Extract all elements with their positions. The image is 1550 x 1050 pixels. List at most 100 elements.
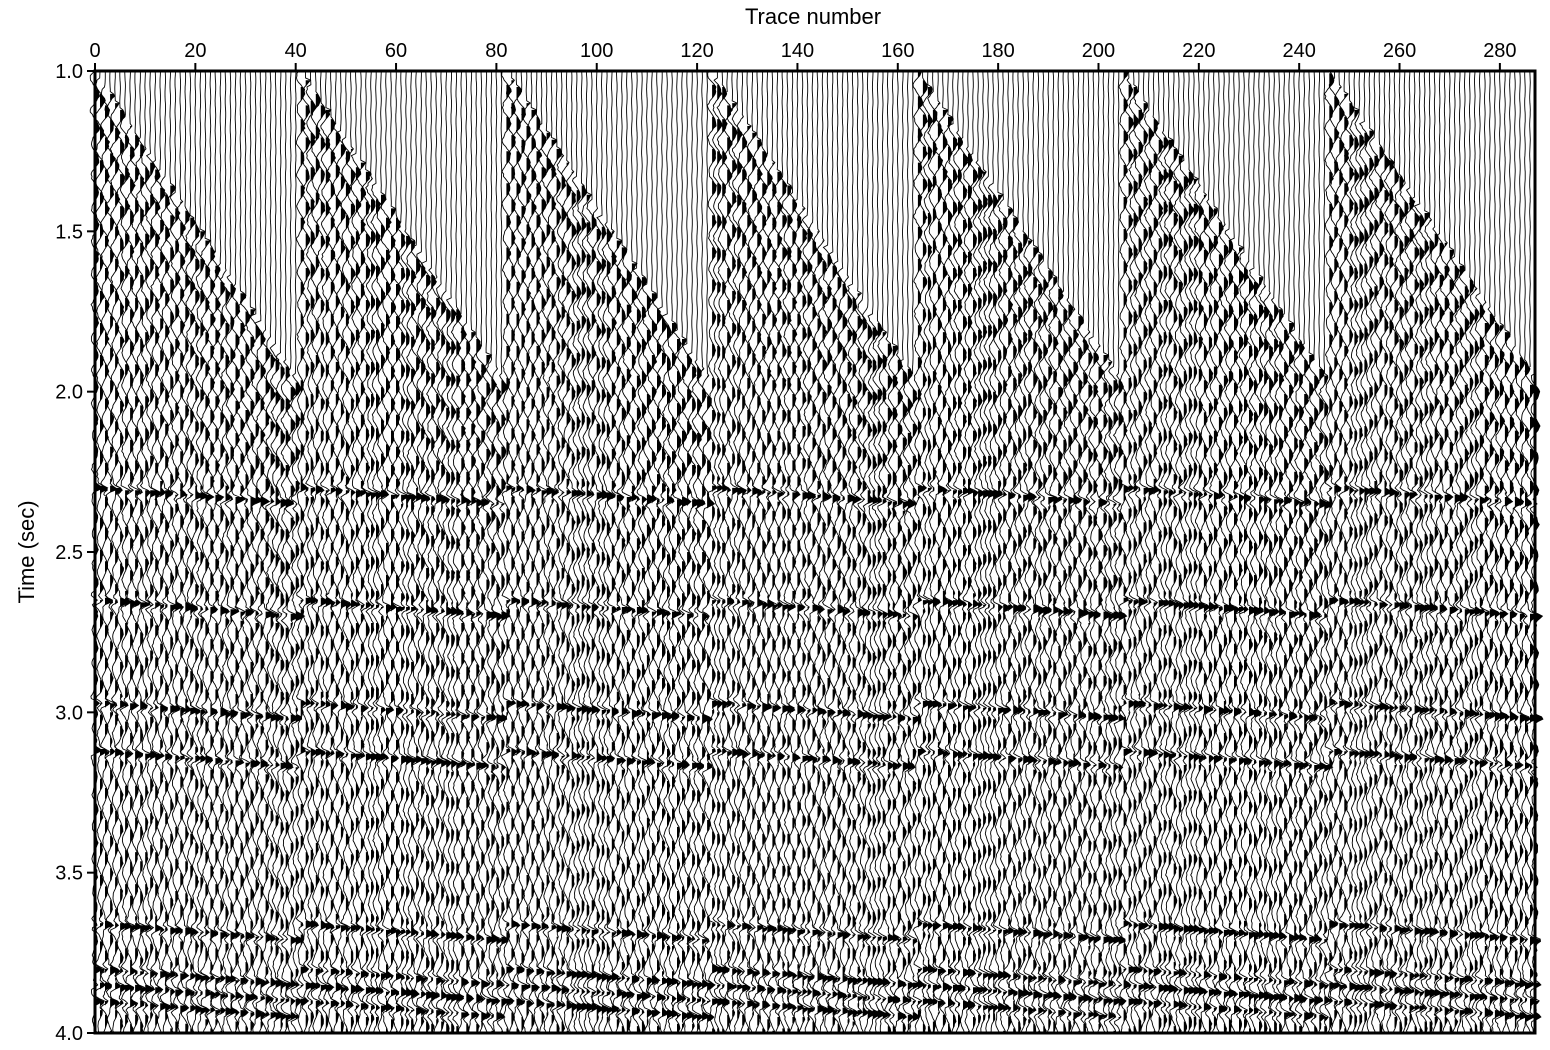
- trace-fill: [1324, 375, 1333, 1034]
- seismic-trace: [244, 71, 259, 1034]
- x-tick-label: 20: [184, 40, 206, 62]
- trace-fill: [1073, 309, 1082, 1027]
- trace-fill: [1284, 329, 1292, 1020]
- seismic-trace: [119, 71, 134, 1034]
- seismic-trace: [254, 70, 271, 1034]
- trace-fill: [641, 277, 649, 1034]
- trace-fill: [350, 148, 359, 1029]
- trace-fill: [837, 277, 846, 1034]
- trace-fill: [1474, 288, 1482, 1034]
- trace-fill: [1334, 96, 1342, 1020]
- seismic-trace: [1238, 71, 1253, 1034]
- trace-fill: [1399, 176, 1407, 1033]
- x-axis-ticks: 0 20 40 60 80 100 120 140 160 180 200 220 240 260 280: [89, 40, 1517, 71]
- x-tick-label: 60: [385, 40, 407, 62]
- seismic-trace: [230, 70, 244, 1034]
- seismic-trace: [249, 70, 264, 1034]
- trace-fill: [677, 339, 685, 1033]
- seismic-trace: [1042, 70, 1057, 1034]
- trace-fill: [1103, 355, 1112, 1033]
- x-tick-label: 220: [1182, 40, 1215, 62]
- seismic-trace: [470, 71, 485, 1034]
- trace-fill: [1133, 87, 1141, 1033]
- seismic-trace: [1093, 70, 1108, 1034]
- trace-fill: [360, 162, 369, 1034]
- seismic-trace: [344, 70, 360, 1034]
- x-tick-label: 160: [881, 40, 914, 62]
- y-axis-ticks: 1.0 1.5 2.0 2.5 3.0 3.5 4.0: [55, 61, 95, 1045]
- trace-fill: [1038, 254, 1046, 1033]
- seismic-trace: [610, 70, 625, 1034]
- trace-fill: [1519, 357, 1527, 1020]
- trace-fill: [1264, 286, 1272, 1033]
- trace-fill: [1068, 304, 1076, 1034]
- trace-fill: [195, 224, 203, 1015]
- trace-fill: [862, 318, 871, 1033]
- trace-fill: [1444, 242, 1453, 1027]
- y-tick-label: 2.5: [55, 542, 83, 564]
- seismic-trace: [1298, 70, 1312, 1034]
- trace-fill: [1459, 265, 1468, 1024]
- seismic-trace: [1333, 70, 1347, 1034]
- seismic-trace: [1323, 70, 1338, 1034]
- seismic-trace: [315, 70, 330, 1034]
- trace-fill: [496, 368, 505, 1022]
- seismic-trace: [99, 70, 114, 1034]
- trace-fill: [662, 318, 670, 1017]
- trace-fill: [426, 274, 433, 1033]
- trace-fill: [406, 235, 414, 1029]
- trace-fill: [1274, 304, 1282, 1034]
- trace-fill: [651, 293, 660, 1017]
- trace-fill: [1223, 224, 1232, 1033]
- seismic-trace: [1208, 70, 1223, 1034]
- seismic-trace: [360, 70, 374, 1034]
- trace-fill: [1218, 222, 1227, 1013]
- trace-fill: [1289, 323, 1297, 1017]
- y-tick-label: 2.0: [55, 382, 83, 404]
- trace-fill: [466, 341, 474, 1033]
- trace-fill: [636, 277, 645, 1034]
- trace-fill: [948, 116, 956, 1034]
- trace-fill: [210, 247, 218, 1033]
- seismic-trace: [1263, 70, 1279, 1034]
- trace-fill: [1033, 247, 1042, 1033]
- y-tick-label: 3.5: [55, 863, 83, 885]
- seismic-trace: [410, 70, 425, 1033]
- trace-fill: [968, 153, 976, 1033]
- trace-fill: [1244, 268, 1252, 1029]
- trace-fill: [1314, 375, 1322, 1034]
- x-tick-label: 240: [1282, 40, 1315, 62]
- trace-fill: [1514, 364, 1524, 1029]
- trace-fill: [1254, 281, 1262, 1033]
- trace-fill: [1449, 249, 1459, 1033]
- seismic-trace: [1348, 70, 1363, 1034]
- seismic-trace: [671, 71, 685, 1034]
- trace-fill: [1339, 87, 1347, 1031]
- seismic-trace: [751, 70, 765, 1034]
- seismic-trace: [1163, 70, 1177, 1034]
- seismic-trace: [415, 70, 430, 1034]
- trace-fill: [937, 103, 945, 1015]
- trace-fill: [416, 258, 424, 1022]
- seismic-trace: [139, 71, 153, 1034]
- seismic-trace: [1423, 70, 1438, 1034]
- trace-fill: [1018, 242, 1026, 1034]
- trace-fill: [1063, 309, 1071, 1033]
- seismic-trace: [1474, 70, 1489, 1034]
- trace-fill: [712, 84, 720, 1033]
- trace-fill: [265, 348, 274, 1034]
- trace-fill: [1434, 233, 1442, 1027]
- trace-fill: [120, 109, 129, 1031]
- trace-fill: [1053, 277, 1061, 1034]
- seismic-trace: [424, 70, 439, 1033]
- seismic-trace: [861, 70, 876, 1034]
- seismic-traces: [89, 70, 1544, 1034]
- trace-fill: [280, 366, 289, 1029]
- trace-fill: [1304, 359, 1312, 1022]
- trace-fill: [942, 109, 951, 1027]
- trace-fill: [355, 167, 363, 1024]
- seismic-trace: [269, 70, 284, 1034]
- trace-fill: [907, 368, 917, 1031]
- trace-fill: [295, 382, 305, 1033]
- trace-fill: [305, 80, 314, 1029]
